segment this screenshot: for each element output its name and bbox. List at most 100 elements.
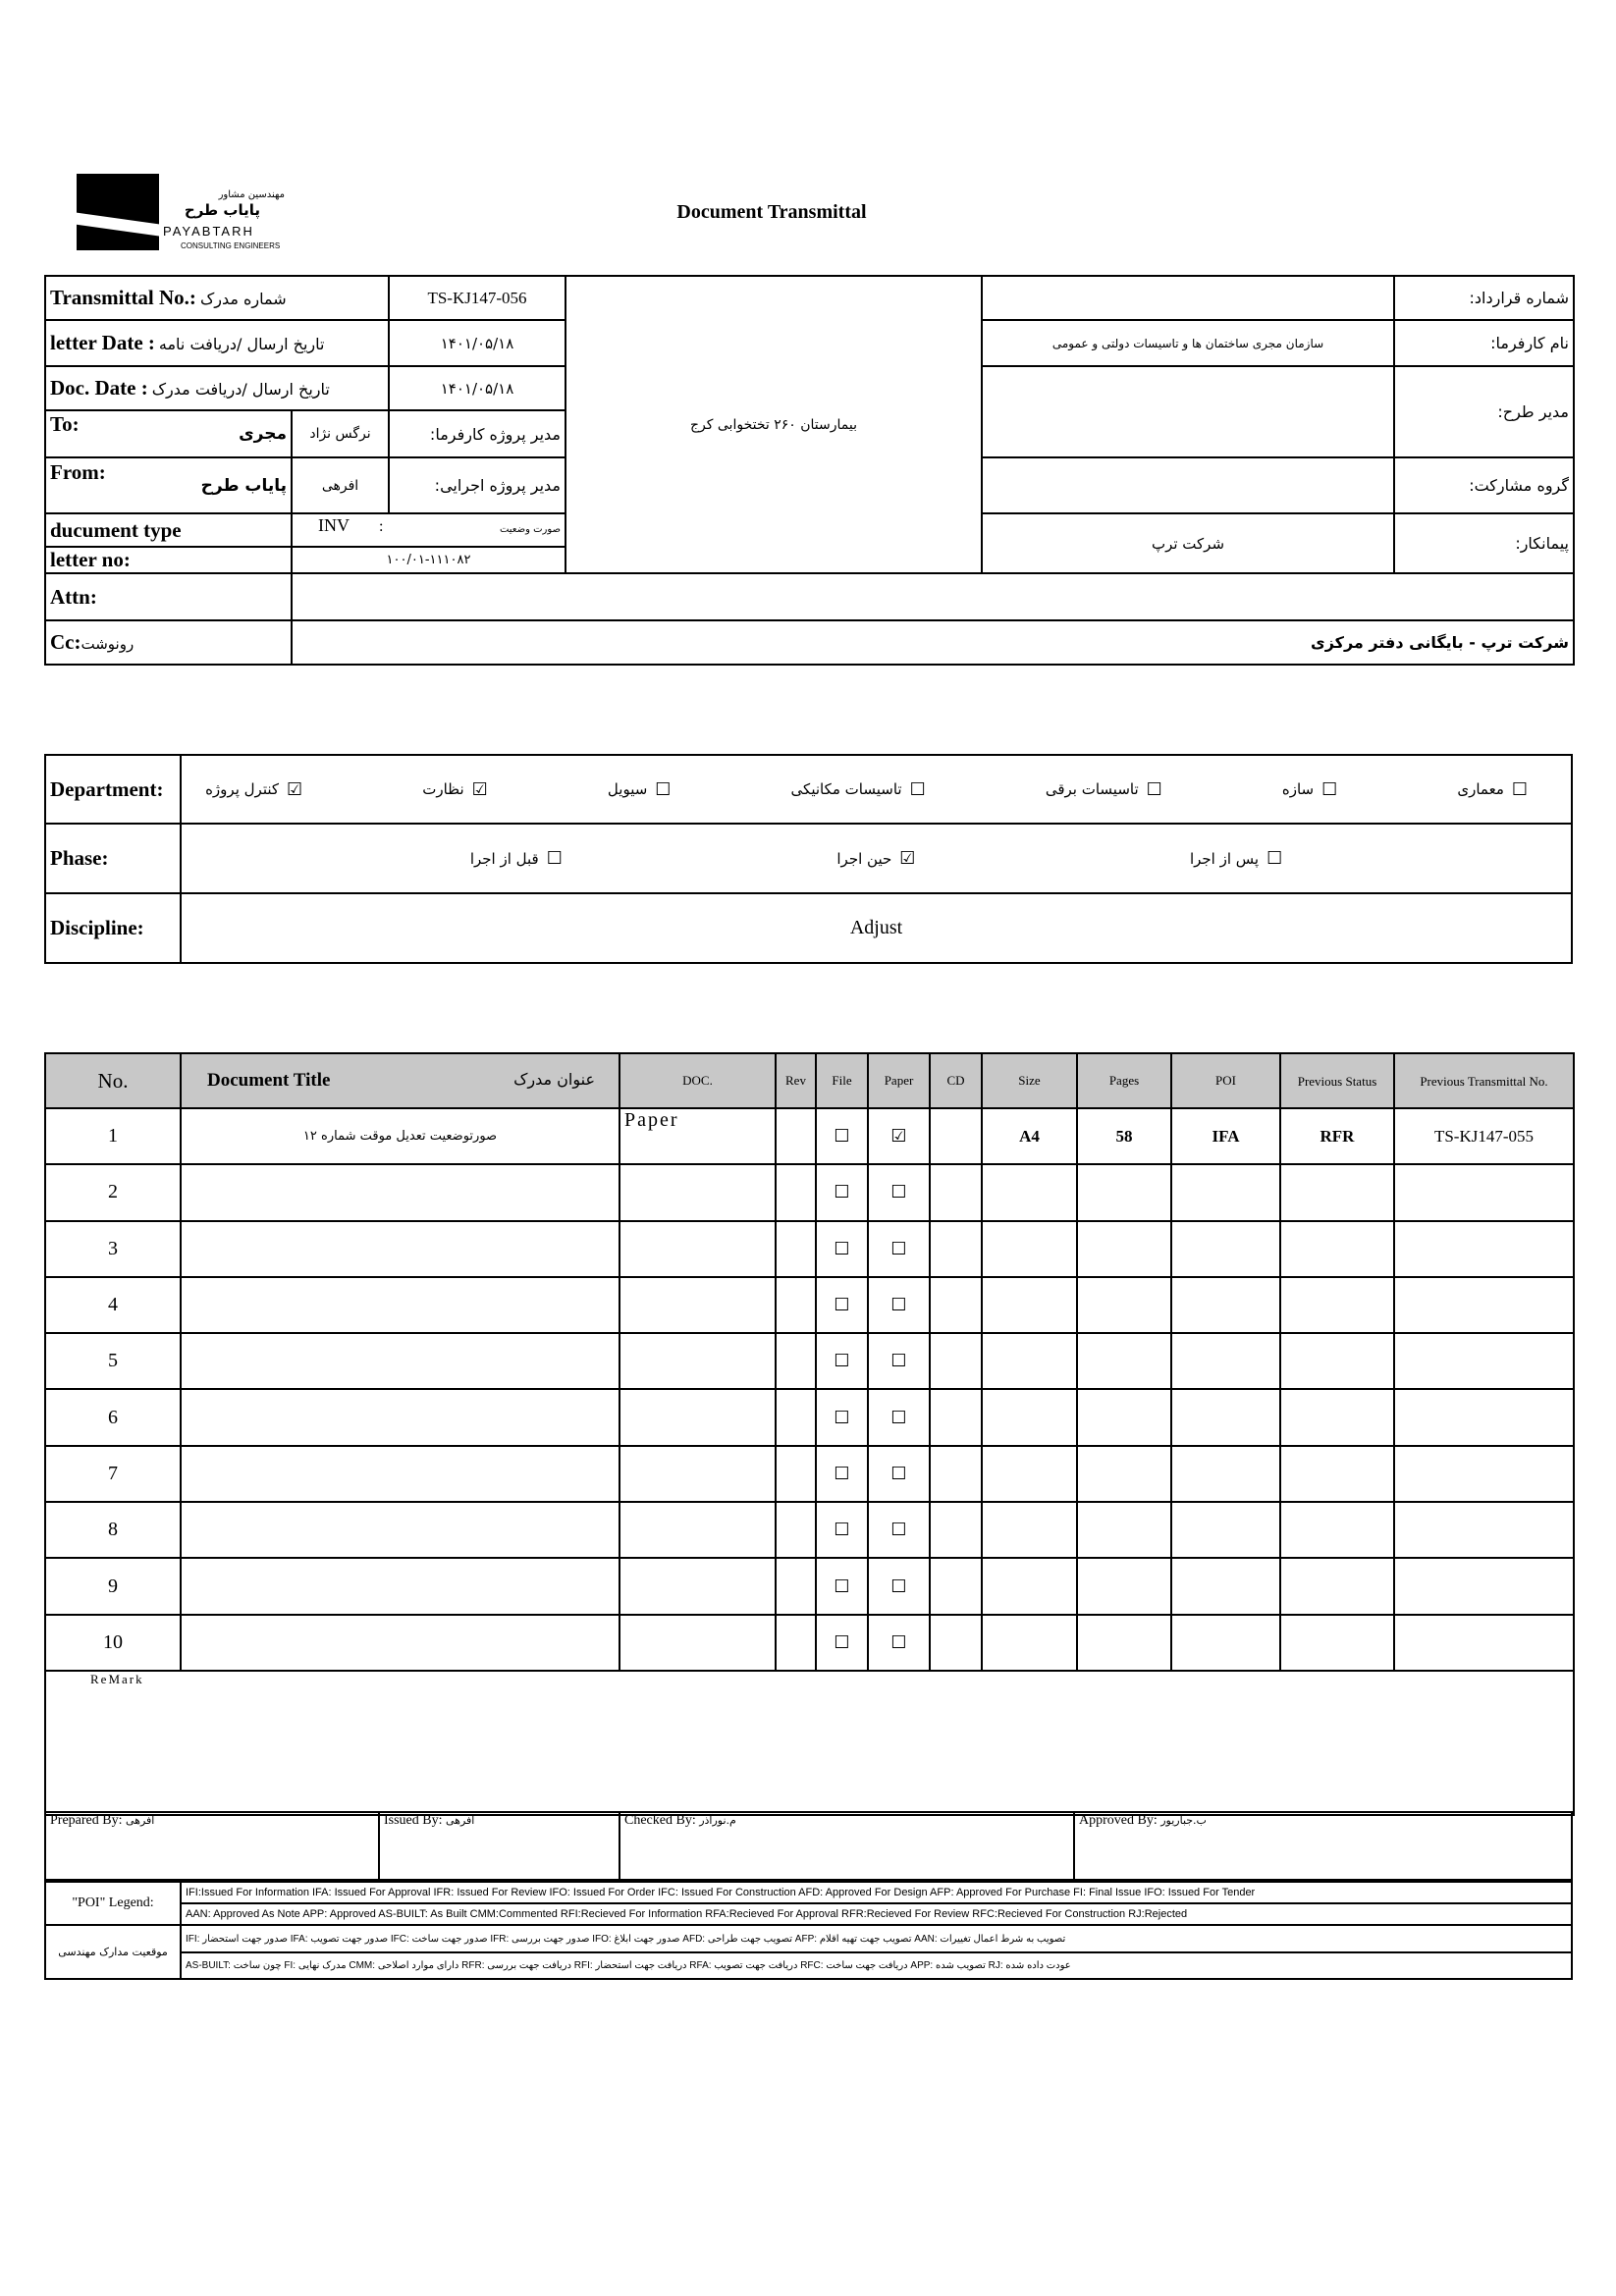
phase-option[interactable]: ☐ قبل از اجرا bbox=[470, 848, 563, 869]
documents-table: No. Document Title عنوان مدرک DOC. Rev Fi… bbox=[44, 1052, 1575, 1816]
cc-value: شرکت ترپ - بایگانی دفتر مرکزی bbox=[291, 619, 1575, 666]
partnership-label: گروه مشارکت: bbox=[1393, 456, 1575, 514]
cell-prev-status: RFR bbox=[1279, 1106, 1395, 1166]
checkbox-icon[interactable]: ☐ bbox=[655, 778, 672, 800]
checkbox-icon[interactable]: ☐ bbox=[1511, 778, 1528, 800]
checkbox-icon[interactable]: ☐ bbox=[1321, 778, 1338, 800]
cc-label: Cc:رونوشت bbox=[44, 619, 293, 666]
cell-prev-transmittal bbox=[1393, 1613, 1575, 1672]
table-row: 10 ☐ ☐ bbox=[44, 1613, 1575, 1672]
cell-paper: ☐ bbox=[867, 1332, 931, 1391]
doc-type-label: ducument type bbox=[44, 512, 293, 548]
checkbox-icon[interactable]: ☐ bbox=[890, 1575, 907, 1597]
cell-no: 4 bbox=[44, 1275, 182, 1335]
table-row: 4 ☐ ☐ bbox=[44, 1275, 1575, 1335]
checkbox-icon[interactable]: ☐ bbox=[890, 1182, 907, 1203]
cell-doc bbox=[619, 1332, 777, 1391]
checked-checkbox-icon[interactable]: ☑ bbox=[471, 778, 488, 800]
cell-title: صورتوضعیت تعدیل موقت شماره ۱۲ bbox=[180, 1106, 620, 1166]
checked-checkbox-icon[interactable]: ☑ bbox=[899, 848, 916, 869]
status-legend-line-1: IFI: صدور جهت استحضار IFA: صدور جهت تصوی… bbox=[180, 1924, 1573, 1953]
cell-size bbox=[981, 1219, 1078, 1278]
cell-paper: ☐ bbox=[867, 1444, 931, 1504]
cell-size bbox=[981, 1332, 1078, 1391]
cell-poi bbox=[1170, 1388, 1281, 1447]
letter-no: ۱۰۰/۰۱-۱۱۱۰۸۲ bbox=[291, 546, 566, 574]
checkbox-icon[interactable]: ☐ bbox=[909, 778, 926, 800]
phase-option[interactable]: ☑ حین اجرا bbox=[836, 848, 915, 869]
checkbox-icon[interactable]: ☐ bbox=[890, 1407, 907, 1428]
checkbox-icon[interactable]: ☐ bbox=[834, 1295, 850, 1316]
checkbox-icon[interactable]: ☐ bbox=[890, 1238, 907, 1259]
checkbox-icon[interactable]: ☐ bbox=[834, 1126, 850, 1148]
phase-option[interactable]: ☐ پس از اجرا bbox=[1190, 848, 1282, 869]
col-poi: POI bbox=[1170, 1052, 1281, 1109]
cell-poi bbox=[1170, 1219, 1281, 1278]
col-title: Document Title عنوان مدرک bbox=[180, 1052, 620, 1109]
col-file: File bbox=[815, 1052, 869, 1109]
phase-option-label: قبل از اجرا bbox=[469, 849, 539, 868]
department-option[interactable]: ☐ تاسیسات مکانیکی bbox=[791, 779, 926, 800]
checkbox-icon[interactable]: ☐ bbox=[834, 1520, 850, 1541]
table-row: 2 ☐ ☐ bbox=[44, 1163, 1575, 1222]
cell-prev-status bbox=[1279, 1275, 1395, 1335]
letter-date-label: letter Date : تاریخ ارسال /دریافت نامه bbox=[44, 319, 390, 367]
checkbox-icon[interactable]: ☐ bbox=[546, 848, 563, 869]
col-pages: Pages bbox=[1076, 1052, 1172, 1109]
remark-field: ReMark bbox=[44, 1669, 1575, 1816]
table-row: 6 ☐ ☐ bbox=[44, 1388, 1575, 1447]
contract-no bbox=[981, 275, 1395, 321]
department-option[interactable]: ☑ کنترل پروژه bbox=[205, 779, 302, 800]
department-option[interactable]: ☐ تاسیسات برقی bbox=[1046, 779, 1162, 800]
from-field: From: پایاب طرح bbox=[44, 456, 293, 514]
to-field: To: مجری bbox=[44, 409, 293, 458]
cell-doc: Paper bbox=[619, 1106, 777, 1166]
cell-doc bbox=[619, 1444, 777, 1504]
cell-poi bbox=[1170, 1501, 1281, 1560]
col-prev-status: Previous Status bbox=[1279, 1052, 1395, 1109]
checkbox-icon[interactable]: ☐ bbox=[890, 1631, 907, 1653]
logo-en-sub: CONSULTING ENGINEERS bbox=[181, 241, 281, 250]
checkbox-icon[interactable]: ☐ bbox=[834, 1631, 850, 1653]
checkbox-icon[interactable]: ☐ bbox=[834, 1407, 850, 1428]
checked-checkbox-icon[interactable]: ☑ bbox=[890, 1126, 907, 1148]
department-option[interactable]: ☑ نظارت bbox=[422, 779, 488, 800]
department-option[interactable]: ☐ سازه bbox=[1282, 779, 1337, 800]
cell-prev-transmittal bbox=[1393, 1219, 1575, 1278]
department-option[interactable]: ☐ معماری bbox=[1457, 779, 1528, 800]
checkbox-icon[interactable]: ☐ bbox=[890, 1295, 907, 1316]
status-legend-label: موقعیت مدارک مهندسی bbox=[44, 1924, 182, 1980]
cell-cd bbox=[929, 1557, 983, 1616]
attn-value bbox=[291, 572, 1575, 621]
cell-doc bbox=[619, 1501, 777, 1560]
cell-no: 1 bbox=[44, 1106, 182, 1166]
poi-legend-line-1: IFI:Issued For Information IFA: Issued F… bbox=[180, 1881, 1573, 1904]
exec-pm-label: مدیر پروژه اجرایی: bbox=[388, 456, 566, 514]
cell-file: ☐ bbox=[815, 1219, 869, 1278]
phase-label: Phase: bbox=[44, 823, 182, 894]
checkbox-icon[interactable]: ☐ bbox=[890, 1463, 907, 1484]
checkbox-icon[interactable]: ☐ bbox=[1146, 778, 1162, 800]
checkbox-icon[interactable]: ☐ bbox=[834, 1238, 850, 1259]
checkbox-icon[interactable]: ☐ bbox=[834, 1182, 850, 1203]
client-pm-label: مدیر پروژه کارفرما: bbox=[388, 409, 566, 458]
checkbox-icon[interactable]: ☐ bbox=[834, 1575, 850, 1597]
checkbox-icon[interactable]: ☐ bbox=[890, 1351, 907, 1372]
doc-date: ۱۴۰۱/۰۵/۱۸ bbox=[388, 365, 566, 411]
cell-rev bbox=[775, 1444, 817, 1504]
department-option[interactable]: ☐ سیویل bbox=[608, 779, 672, 800]
checkbox-icon[interactable]: ☐ bbox=[890, 1520, 907, 1541]
checkbox-icon[interactable]: ☐ bbox=[834, 1351, 850, 1372]
cell-file: ☐ bbox=[815, 1613, 869, 1672]
table-row: 5 ☐ ☐ bbox=[44, 1332, 1575, 1391]
col-rev: Rev bbox=[775, 1052, 817, 1109]
checkbox-icon[interactable]: ☐ bbox=[1266, 848, 1283, 869]
cell-prev-transmittal: TS-KJ147-055 bbox=[1393, 1106, 1575, 1166]
cell-poi: IFA bbox=[1170, 1106, 1281, 1166]
cell-cd bbox=[929, 1613, 983, 1672]
cell-doc bbox=[619, 1613, 777, 1672]
checkbox-icon[interactable]: ☐ bbox=[834, 1463, 850, 1484]
checked-checkbox-icon[interactable]: ☑ bbox=[287, 778, 303, 800]
cell-prev-status bbox=[1279, 1388, 1395, 1447]
department-option-label: سازه bbox=[1281, 780, 1315, 798]
